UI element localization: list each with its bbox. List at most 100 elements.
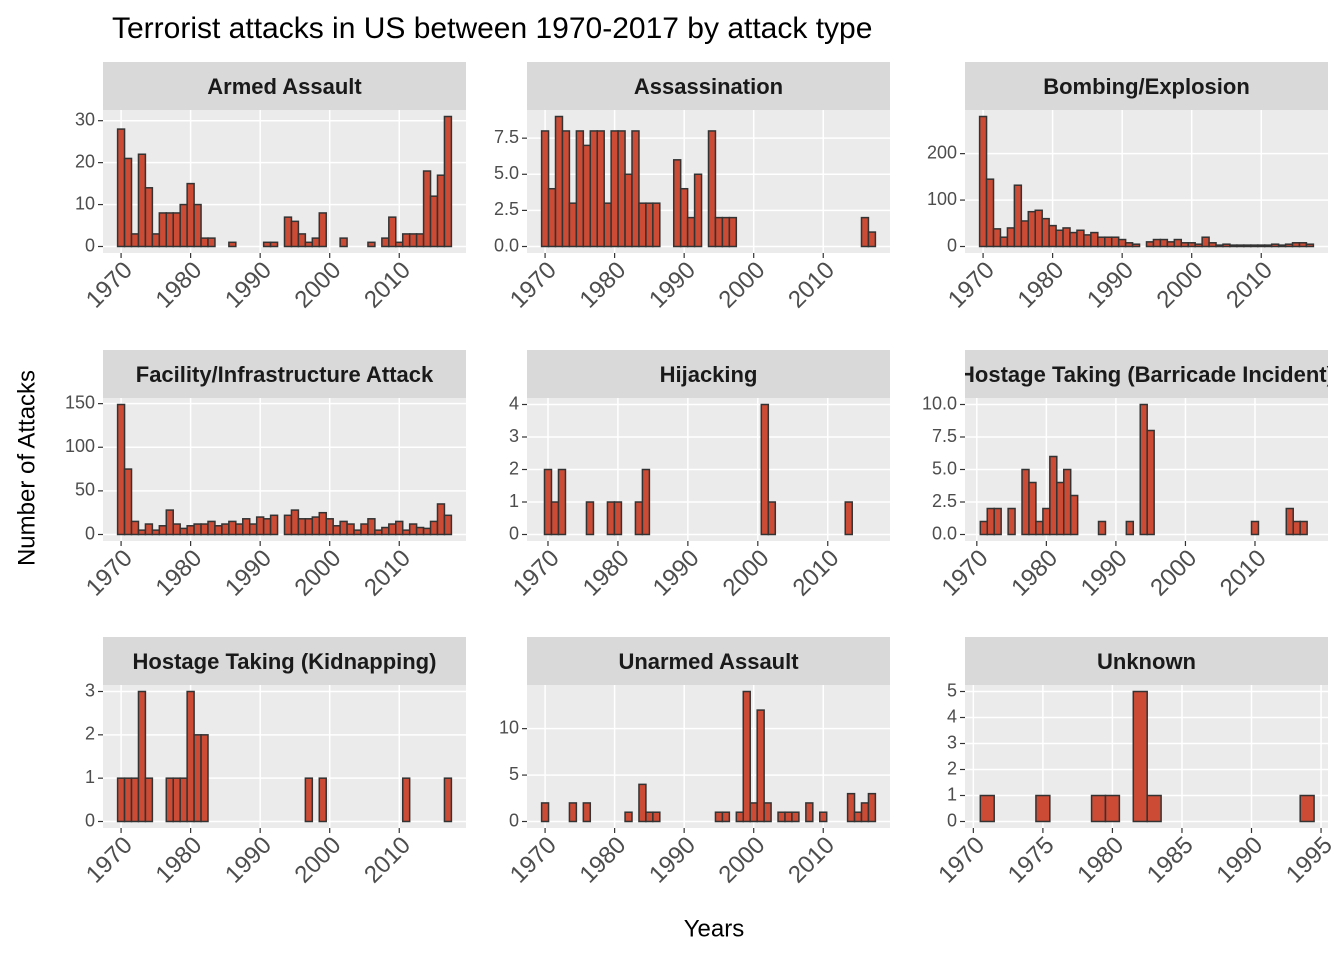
- bar: [1250, 520, 1260, 536]
- bar: [568, 202, 578, 248]
- bar: [262, 241, 272, 248]
- strip: [103, 62, 466, 110]
- bar: [693, 173, 703, 248]
- bar: [1208, 242, 1217, 248]
- bar: [760, 403, 770, 536]
- bar: [554, 115, 564, 248]
- y-tick-label: 2: [509, 458, 519, 478]
- bar: [749, 802, 758, 823]
- bar: [130, 777, 140, 823]
- bar: [408, 523, 418, 536]
- x-tick-label: 1970: [81, 545, 138, 602]
- bar: [436, 503, 446, 536]
- bar: [540, 130, 550, 248]
- bar: [1299, 520, 1308, 536]
- facet: Unknown 0 1 2 3 4 5 1970 1975 1980 1985 1990 1995: [933, 637, 1338, 888]
- bar: [1097, 236, 1106, 248]
- bar: [304, 241, 314, 248]
- bar: [172, 212, 181, 248]
- bar: [388, 216, 397, 248]
- bar: [207, 520, 216, 536]
- bar: [1145, 241, 1155, 248]
- y-tick-label: 4: [947, 706, 957, 726]
- bar: [844, 501, 853, 536]
- bar: [1027, 210, 1036, 248]
- bar: [443, 777, 453, 823]
- y-tick-label: 0: [947, 810, 957, 830]
- bar: [557, 468, 567, 536]
- bar: [228, 241, 237, 248]
- x-axis-label: Years: [684, 915, 745, 942]
- bar: [672, 159, 682, 248]
- x-tick-label: 1990: [1076, 545, 1133, 602]
- bar: [1146, 429, 1155, 536]
- x-tick-label: 1975: [1003, 832, 1060, 889]
- bar: [346, 523, 355, 536]
- bar: [165, 212, 174, 248]
- x-tick-label: 1990: [1211, 832, 1268, 889]
- bar: [137, 153, 147, 248]
- y-tick-label: 5: [509, 764, 519, 784]
- x-tick-label: 2000: [714, 832, 771, 889]
- bar: [1090, 794, 1107, 823]
- x-tick-label: 1970: [943, 257, 1000, 314]
- bar: [318, 777, 327, 823]
- bar: [1277, 244, 1287, 248]
- bar: [172, 523, 181, 536]
- facet-title: Hostage Taking (Barricade Incident): [959, 362, 1334, 387]
- y-tick-label: 0.0: [494, 235, 519, 255]
- facet: Hostage Taking (Barricade Incident) 0.0 2.…: [922, 350, 1334, 602]
- bar: [1173, 238, 1183, 248]
- x-tick-label: 2010: [788, 545, 845, 602]
- bar: [1020, 220, 1030, 248]
- bar: [193, 203, 202, 248]
- bar: [784, 811, 793, 823]
- x-tick-label: 2010: [783, 257, 840, 314]
- bar: [116, 777, 126, 823]
- bar: [179, 777, 188, 823]
- bar: [1159, 238, 1169, 248]
- bar: [1139, 403, 1148, 536]
- y-tick-label: 0: [947, 235, 957, 255]
- bar: [679, 187, 689, 248]
- facet-title: Hijacking: [660, 362, 758, 387]
- y-tick-label: 4: [509, 393, 519, 413]
- bar: [283, 514, 293, 536]
- bar: [978, 115, 988, 248]
- bar: [993, 507, 1002, 536]
- bar: [381, 237, 390, 248]
- strip: [965, 62, 1328, 110]
- x-tick-label: 1970: [505, 832, 562, 889]
- bar: [652, 202, 661, 248]
- bar: [638, 202, 647, 248]
- bar: [1048, 224, 1057, 248]
- bar: [582, 802, 592, 823]
- x-tick-label: 1990: [220, 257, 277, 314]
- bar: [645, 811, 654, 823]
- bar: [165, 777, 174, 823]
- bar: [304, 777, 314, 823]
- bar: [805, 802, 814, 823]
- bar: [1180, 242, 1189, 248]
- bar: [631, 130, 640, 248]
- facet: Assassination 0.0 2.5 5.0 7.5 1970 1980 1990 200…: [494, 62, 890, 313]
- y-axis-label: Number of Attacks: [13, 370, 40, 566]
- bar: [318, 511, 327, 536]
- bar: [137, 529, 147, 536]
- facet: Hijacking 0 1 2 3 4 1970 1980 1990 2000 2010: [508, 350, 890, 601]
- bar: [325, 518, 334, 536]
- y-tick-label: 0: [85, 810, 95, 830]
- bar: [367, 518, 376, 536]
- bar: [116, 403, 126, 536]
- bar: [634, 501, 644, 536]
- strip-clip: Facility/Infrastructure Attack: [136, 362, 434, 387]
- bar: [151, 529, 161, 536]
- bar: [415, 526, 425, 536]
- bar: [401, 233, 411, 248]
- x-tick-label: 2000: [718, 545, 775, 602]
- bar: [130, 233, 140, 248]
- x-tick-label: 1980: [578, 545, 635, 602]
- x-tick-label: 1980: [575, 257, 632, 314]
- bar: [547, 187, 557, 248]
- y-tick-label: 200: [927, 142, 957, 162]
